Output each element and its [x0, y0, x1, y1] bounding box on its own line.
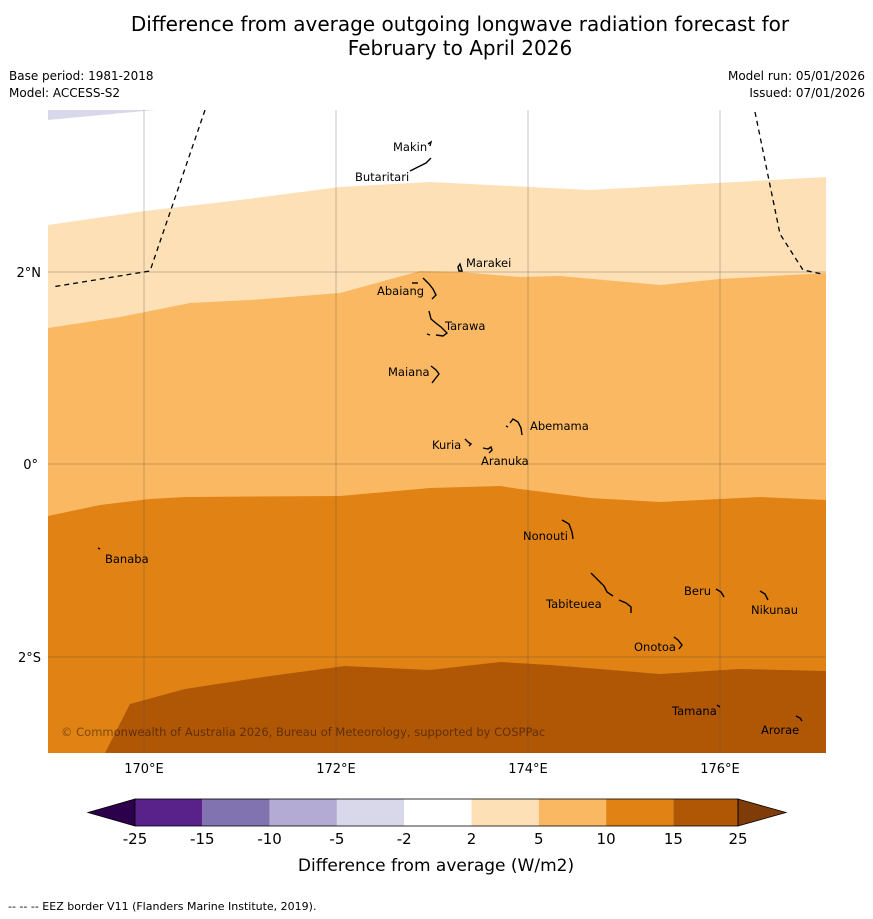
colorbar-cell-9: [673, 799, 738, 826]
colorbar-tick-5: -2: [397, 830, 412, 848]
title-line-2: February to April 2026: [347, 36, 573, 60]
label-butaritari: Butaritari: [355, 170, 409, 184]
colorbar-cell-3: [269, 799, 337, 826]
lon-label-172: 172°E: [316, 762, 356, 777]
colorbar-tick-10: 25: [728, 830, 747, 848]
colorbar: -25 -15 -10 -5 -2 2 5 10 15 25 Differenc…: [86, 798, 788, 876]
colorbar-cell-1: [135, 799, 203, 826]
colorbar-label: Difference from average (W/m2): [298, 856, 574, 876]
colorbar-tick-8: 10: [597, 830, 616, 848]
colorbar-tick-1: -25: [123, 830, 148, 848]
label-nikunau: Nikunau: [751, 603, 798, 617]
colorbar-cell-7: [538, 799, 607, 826]
colorbar-extend-low: [86, 798, 136, 827]
model-name: Model: ACCESS-S2: [9, 86, 121, 100]
gridlines: [48, 110, 826, 753]
colorbar-tick-2: -15: [190, 830, 215, 848]
label-nonouti: Nonouti: [523, 529, 568, 543]
eez-footnote: -- -- -- EEZ border V11 (Flanders Marine…: [8, 900, 317, 913]
label-makin: Makin: [393, 140, 427, 154]
eez-border-east: [754, 111, 823, 275]
colorbar-tick-7: 5: [534, 830, 544, 848]
eez-border-west: [51, 110, 206, 288]
meta-right: Model run: 05/01/2026 Issued: 07/01/2026: [728, 68, 865, 102]
chart-title: Difference from average outgoing longwav…: [0, 12, 873, 60]
label-beru: Beru: [684, 584, 711, 598]
label-banaba: Banaba: [105, 552, 149, 566]
colorbar-cell-4: [336, 799, 405, 826]
colorbar-cell-5: [404, 799, 472, 826]
lat-label-0: 0°: [23, 458, 38, 473]
colorbar-ticks: -25 -15 -10 -5 -2 2 5 10 15 25: [123, 830, 748, 848]
colorbar-tick-3: -10: [257, 830, 282, 848]
colorbar-tick-4: -5: [329, 830, 344, 848]
band-20: [105, 662, 826, 753]
label-tamana: Tamana: [671, 704, 717, 718]
label-aranuka: Aranuka: [481, 454, 529, 468]
island-outlines: [97, 140, 803, 722]
colorbar-cell-8: [606, 799, 674, 826]
lat-label-2n: 2°N: [17, 266, 42, 281]
band-minus-3: [48, 110, 155, 120]
island-labels: Makin Butaritari Marakei Abaiang Tarawa …: [105, 140, 799, 737]
label-kuria: Kuria: [432, 438, 461, 452]
issued-date: Issued: 07/01/2026: [749, 86, 865, 100]
label-tabiteuea: Tabiteuea: [545, 597, 602, 611]
label-abemama: Abemama: [530, 419, 589, 433]
lon-label-170: 170°E: [124, 762, 164, 777]
colorbar-extend-high: [737, 798, 788, 827]
colorbar-cell-2: [202, 799, 270, 826]
colorbar-cell-6: [471, 799, 539, 826]
colorbar-tick-6: 2: [467, 830, 477, 848]
label-maiana: Maiana: [388, 365, 430, 379]
label-abaiang: Abaiang: [377, 284, 424, 298]
label-marakei: Marakei: [466, 256, 511, 270]
base-period: Base period: 1981-2018: [9, 69, 154, 83]
title-line-1: Difference from average outgoing longwav…: [130, 12, 790, 36]
colorbar-tick-9: 15: [664, 830, 683, 848]
map-area: Makin Butaritari Marakei Abaiang Tarawa …: [48, 110, 826, 753]
label-arorae: Arorae: [761, 723, 799, 737]
meta-left: Base period: 1981-2018 Model: ACCESS-S2: [9, 68, 154, 102]
axis-labels: 170°E 172°E 174°E 176°E 2°N 0° 2°S: [17, 266, 740, 777]
label-tarawa: Tarawa: [444, 319, 485, 333]
model-run: Model run: 05/01/2026: [727, 69, 865, 83]
lon-label-174: 174°E: [508, 762, 548, 777]
lat-label-2s: 2°S: [18, 651, 41, 666]
colorbar-outline: [134, 798, 739, 827]
label-onotoa: Onotoa: [634, 640, 676, 654]
copyright-watermark: © Commonwealth of Australia 2026, Bureau…: [61, 725, 545, 739]
lon-label-176: 176°E: [700, 762, 740, 777]
